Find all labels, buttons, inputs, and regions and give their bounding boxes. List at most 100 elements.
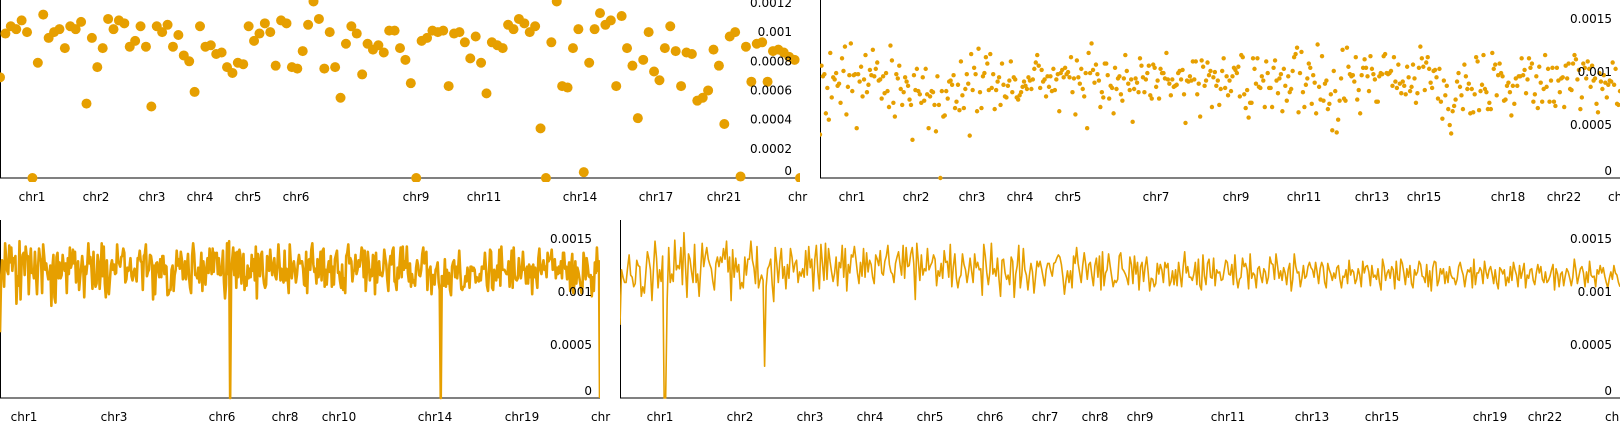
data-point <box>1564 76 1570 81</box>
data-point <box>864 89 870 95</box>
data-point <box>1244 87 1250 93</box>
data-point <box>898 86 903 92</box>
y-tick-label: 0.0015 <box>1570 12 1612 26</box>
data-point <box>904 79 909 84</box>
x-tick-label: chr19 <box>505 410 539 424</box>
data-point <box>1538 80 1543 85</box>
data-point <box>1585 59 1590 64</box>
data-point <box>1413 100 1419 105</box>
data-point <box>1139 63 1144 68</box>
data-point <box>1353 55 1358 60</box>
data-point <box>1570 61 1576 66</box>
data-point <box>762 76 773 87</box>
data-point <box>1410 62 1416 67</box>
y-tick-label: 0.0015 <box>550 232 592 246</box>
data-point <box>955 82 961 87</box>
data-point <box>1046 84 1052 90</box>
data-point <box>989 85 994 91</box>
data-point <box>551 0 562 7</box>
data-point <box>1293 51 1298 57</box>
data-point <box>1234 70 1240 76</box>
data-point <box>1473 55 1479 60</box>
data-point <box>313 13 324 24</box>
chart-marks <box>620 231 1620 399</box>
data-point <box>1208 68 1213 74</box>
data-point <box>1193 59 1198 64</box>
data-point <box>907 97 912 102</box>
data-point <box>920 75 925 80</box>
x-tick-label: chr <box>1608 190 1620 204</box>
data-point <box>243 21 254 32</box>
data-point <box>1535 105 1541 111</box>
data-point <box>1062 65 1068 71</box>
data-point <box>530 21 541 32</box>
data-point <box>670 46 681 57</box>
data-point <box>54 24 65 35</box>
y-tick-label-zero: 0 <box>584 384 592 398</box>
data-point <box>1357 111 1363 116</box>
data-point <box>1350 73 1356 78</box>
data-point <box>1388 68 1394 74</box>
data-point <box>988 51 993 57</box>
data-point <box>1051 66 1056 72</box>
data-point <box>942 113 947 118</box>
data-point <box>979 105 984 111</box>
data-point <box>1371 71 1376 77</box>
data-point <box>1441 78 1447 83</box>
data-point <box>1205 60 1210 65</box>
data-point <box>964 71 969 77</box>
data-point <box>1033 60 1038 65</box>
data-point <box>1447 122 1452 128</box>
data-point <box>866 82 871 87</box>
data-point <box>1048 74 1053 79</box>
data-point <box>1497 61 1502 66</box>
data-point <box>459 37 470 48</box>
data-point <box>1390 83 1395 89</box>
x-tick-label: chr3 <box>959 190 986 204</box>
data-point <box>1560 75 1565 80</box>
x-tick-label: chr21 <box>707 190 741 204</box>
data-point <box>914 66 920 72</box>
data-point <box>254 28 265 39</box>
data-point <box>1438 99 1444 104</box>
data-point <box>730 27 741 38</box>
x-tick-label: chr15 <box>1407 190 1441 204</box>
data-point <box>1316 84 1322 90</box>
data-point <box>1105 73 1110 78</box>
data-point <box>1192 77 1197 82</box>
data-point <box>1469 86 1474 92</box>
data-point <box>1228 88 1234 94</box>
data-point <box>1534 74 1539 79</box>
data-point <box>1196 81 1201 86</box>
data-point <box>1121 76 1127 81</box>
data-point <box>1294 45 1300 50</box>
chart-marks <box>0 0 800 182</box>
data-point <box>16 15 27 26</box>
data-point <box>1303 82 1309 87</box>
data-point <box>703 85 714 96</box>
data-point <box>1243 105 1248 111</box>
data-point <box>1137 56 1143 61</box>
data-point <box>697 92 708 103</box>
data-point <box>1165 77 1171 82</box>
data-point <box>1544 84 1549 90</box>
data-point <box>1440 116 1445 121</box>
data-point <box>823 111 829 116</box>
data-point <box>1052 87 1058 93</box>
data-point <box>1404 64 1410 69</box>
data-point <box>974 109 980 114</box>
data-point <box>1095 71 1100 77</box>
y-tick-label: 0.0006 <box>750 83 792 97</box>
data-point <box>833 70 839 76</box>
data-point <box>1525 77 1530 82</box>
data-point <box>1134 80 1140 85</box>
data-point <box>1089 41 1094 46</box>
data-point <box>1369 66 1375 72</box>
data-point <box>1118 92 1124 97</box>
data-point <box>826 117 832 122</box>
y-tick-label: 0.001 <box>1578 65 1612 79</box>
data-point <box>1444 83 1449 89</box>
data-point <box>1281 66 1287 72</box>
data-point <box>270 60 281 71</box>
